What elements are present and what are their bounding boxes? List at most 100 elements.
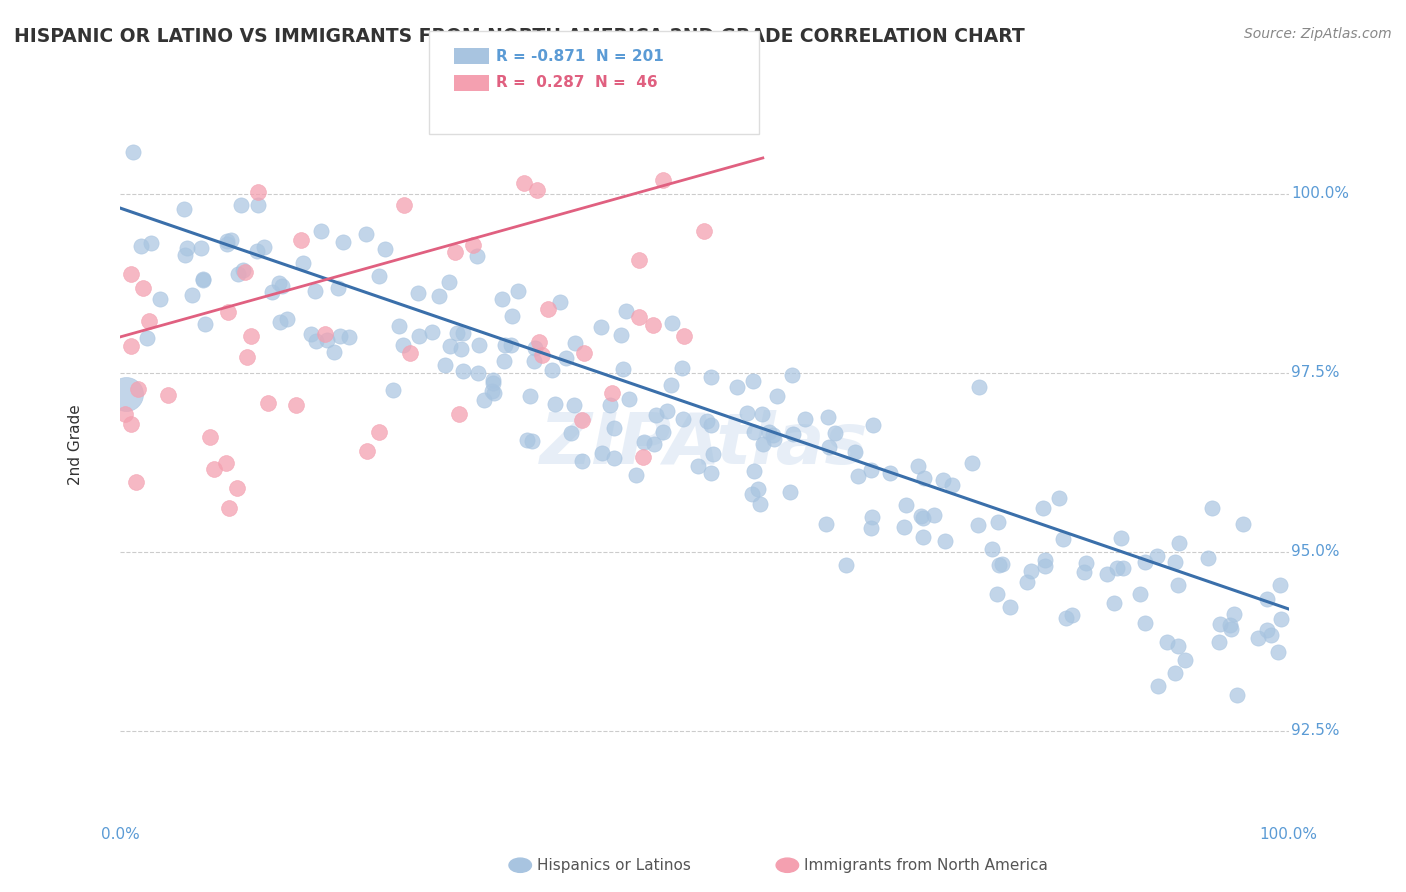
Point [465, 249, 488, 263]
Point [367, 425, 389, 440]
Point [1208, 635, 1230, 649]
Point [661, 316, 683, 330]
Point [655, 403, 678, 417]
Point [191, 272, 214, 286]
Point [467, 366, 489, 380]
Point [422, 325, 444, 339]
Point [699, 466, 721, 480]
Point [1223, 607, 1246, 621]
Point [271, 278, 294, 293]
Point [967, 380, 990, 394]
Point [1133, 616, 1156, 631]
Point [700, 370, 723, 384]
Point [780, 368, 803, 383]
Point [520, 434, 543, 449]
Point [215, 456, 238, 470]
Point [571, 453, 593, 467]
Point [276, 311, 298, 326]
Point [844, 445, 866, 459]
Point [1147, 679, 1170, 693]
Point [765, 389, 787, 403]
Point [374, 242, 396, 256]
Point [121, 145, 143, 159]
Point [600, 385, 623, 400]
Point [960, 457, 983, 471]
Point [190, 241, 212, 255]
Text: 100.0%: 100.0% [1291, 186, 1348, 202]
Point [564, 336, 586, 351]
Point [217, 304, 239, 318]
Point [747, 482, 769, 496]
Point [1017, 574, 1039, 589]
Point [998, 599, 1021, 614]
Point [136, 330, 159, 344]
Point [1256, 591, 1278, 606]
Point [610, 327, 633, 342]
Point [599, 398, 621, 412]
Point [702, 447, 724, 461]
Point [762, 428, 785, 442]
Point [1097, 567, 1119, 582]
Point [491, 293, 513, 307]
Text: R = -0.871  N = 201: R = -0.871 N = 201 [496, 49, 664, 63]
Point [686, 459, 709, 474]
Point [848, 469, 870, 483]
Point [240, 329, 263, 343]
Point [439, 275, 461, 289]
Point [555, 351, 578, 365]
Point [131, 239, 153, 253]
Point [463, 238, 485, 252]
Point [1105, 561, 1128, 575]
Point [526, 183, 548, 197]
Point [328, 281, 350, 295]
Point [398, 345, 420, 359]
Point [1226, 688, 1249, 702]
Point [659, 377, 682, 392]
Text: HISPANIC OR LATINO VS IMMIGRANTS FROM NORTH AMERICA 2ND GRADE CORRELATION CHART: HISPANIC OR LATINO VS IMMIGRANTS FROM NO… [14, 27, 1025, 45]
Point [631, 450, 654, 464]
Point [269, 315, 291, 329]
Point [1167, 639, 1189, 653]
Point [1146, 549, 1168, 563]
Point [748, 497, 770, 511]
Point [246, 185, 269, 199]
Point [247, 198, 270, 212]
Point [793, 412, 815, 426]
Point [235, 265, 257, 279]
Point [1260, 628, 1282, 642]
Point [218, 500, 240, 515]
Text: Source: ZipAtlas.com: Source: ZipAtlas.com [1244, 27, 1392, 41]
Point [817, 410, 839, 425]
Point [120, 417, 142, 431]
Point [612, 362, 634, 376]
Point [1167, 577, 1189, 591]
Point [641, 318, 664, 332]
Point [381, 383, 404, 397]
Point [941, 478, 963, 492]
Point [1168, 536, 1191, 550]
Point [226, 267, 249, 281]
Point [643, 437, 665, 451]
Point [671, 361, 693, 376]
Point [991, 557, 1014, 571]
Point [157, 387, 180, 401]
Point [354, 227, 377, 241]
Point [1047, 491, 1070, 505]
Point [1164, 555, 1187, 569]
Point [814, 517, 837, 532]
Point [481, 384, 503, 398]
Point [516, 433, 538, 447]
Point [451, 364, 474, 378]
Point [835, 558, 858, 573]
Point [672, 411, 695, 425]
Point [562, 398, 585, 412]
Point [388, 319, 411, 334]
Point [752, 437, 775, 451]
Point [299, 327, 322, 342]
Point [541, 363, 564, 377]
Point [1270, 612, 1292, 626]
Point [571, 413, 593, 427]
Point [1054, 611, 1077, 625]
Point [1073, 565, 1095, 579]
Text: 92.5%: 92.5% [1291, 723, 1340, 739]
